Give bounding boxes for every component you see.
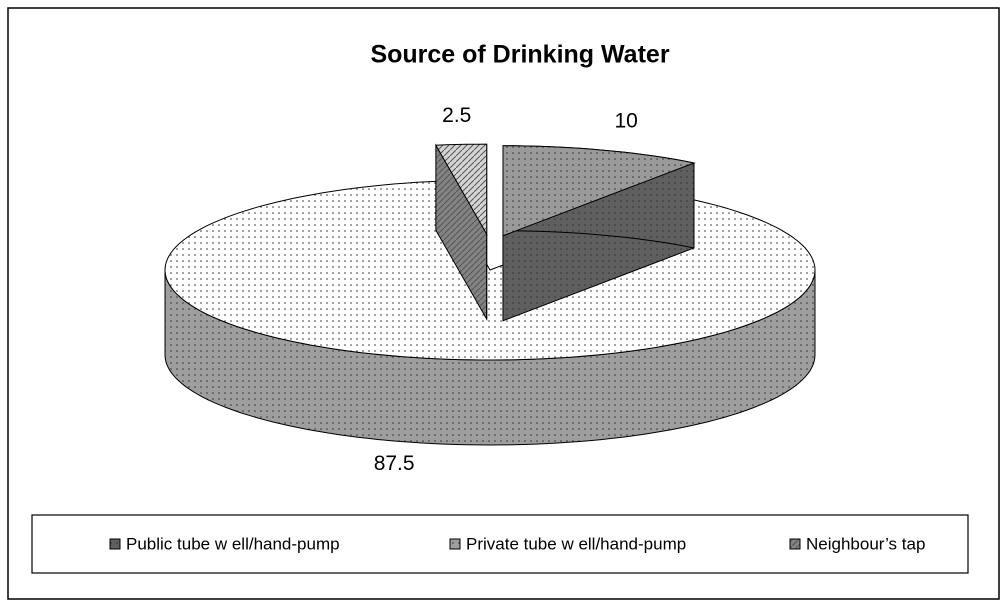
legend: Public tube w ell/hand-pump Private tube … <box>109 534 925 553</box>
legend-label: Neighbour’s tap <box>806 534 925 553</box>
legend-label: Public tube w ell/hand-pump <box>126 534 340 553</box>
slice <box>435 143 488 236</box>
legend-marker <box>449 538 461 550</box>
data-label: 10 <box>614 110 637 133</box>
legend-marker <box>109 538 121 550</box>
legend-box <box>31 514 969 574</box>
chart-title: Source of Drinking Water <box>370 41 669 69</box>
pie: 87.5 10 2.5 <box>164 104 816 475</box>
slice <box>502 145 696 237</box>
legend-marker <box>789 538 801 550</box>
legend-label: Private tube w ell/hand-pump <box>466 534 686 553</box>
data-label: 2.5 <box>442 104 471 127</box>
data-label: 87.5 <box>374 452 415 475</box>
